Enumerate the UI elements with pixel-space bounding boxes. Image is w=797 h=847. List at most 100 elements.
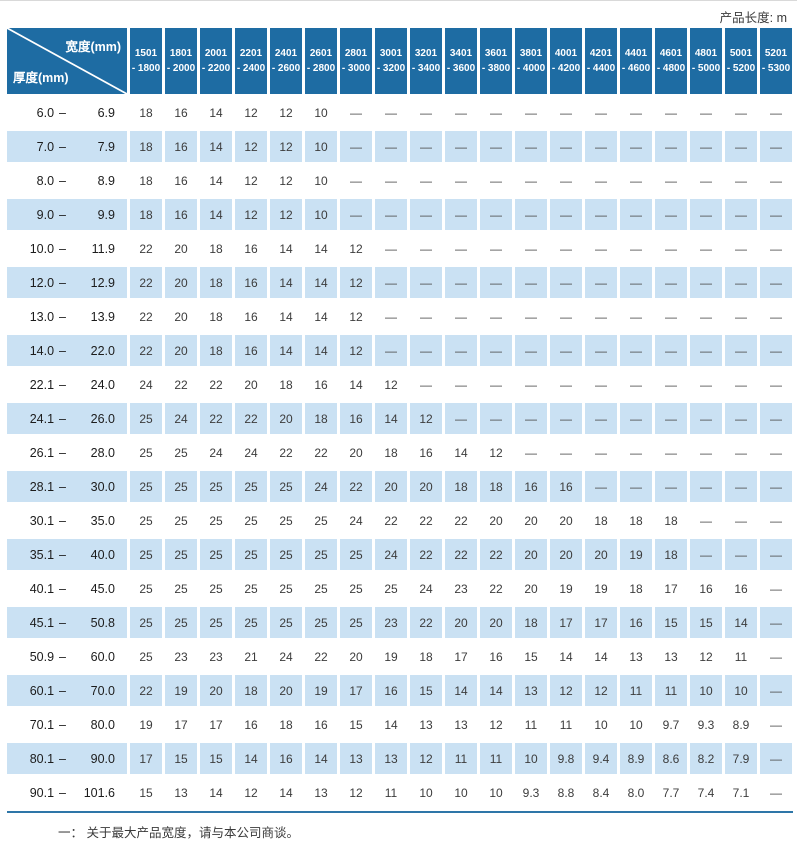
- length-value-cell: 21: [235, 641, 267, 672]
- length-value-cell: 20: [550, 505, 582, 536]
- no-value-cell: —: [515, 131, 547, 162]
- thickness-range-label: 13.0–13.9: [7, 301, 127, 332]
- length-value-cell: 22: [410, 607, 442, 638]
- no-value-cell: —: [515, 267, 547, 298]
- table-row: 45.1–50.8 25 25 25 25 25 25 25 23 22 20 20 18 17 17 16 1…: [7, 607, 792, 638]
- length-value-cell: 10: [410, 777, 442, 808]
- no-value-cell: —: [550, 233, 582, 264]
- length-value-cell: 12: [235, 165, 267, 196]
- length-value-cell: 20: [270, 675, 302, 706]
- length-value-cell: 20: [165, 267, 197, 298]
- width-range-header: 3001- 3200: [375, 28, 407, 94]
- length-value-cell: 25: [235, 539, 267, 570]
- table-row: 35.1–40.0 25 25 25 25 25 25 25 24 22 22 22 20 20 20 19 1…: [7, 539, 792, 570]
- no-value-cell: —: [480, 97, 512, 128]
- no-value-cell: —: [655, 165, 687, 196]
- length-value-cell: 10: [305, 97, 337, 128]
- length-value-cell: 12: [410, 403, 442, 434]
- thickness-range-label: 24.1–26.0: [7, 403, 127, 434]
- no-value-cell: —: [690, 199, 722, 230]
- no-value-cell: —: [760, 539, 792, 570]
- no-value-cell: —: [410, 97, 442, 128]
- length-value-cell: 18: [655, 539, 687, 570]
- no-value-cell: —: [375, 199, 407, 230]
- length-value-cell: 15: [690, 607, 722, 638]
- no-value-cell: —: [445, 131, 477, 162]
- length-value-cell: 25: [130, 607, 162, 638]
- no-value-cell: —: [585, 165, 617, 196]
- thickness-range-label: 7.0–7.9: [7, 131, 127, 162]
- no-value-cell: —: [445, 403, 477, 434]
- no-value-cell: —: [690, 335, 722, 366]
- length-value-cell: 12: [270, 199, 302, 230]
- no-value-cell: —: [690, 301, 722, 332]
- length-value-cell: 14: [375, 403, 407, 434]
- length-value-cell: 22: [480, 539, 512, 570]
- length-value-cell: 18: [620, 573, 652, 604]
- length-value-cell: 15: [655, 607, 687, 638]
- length-value-cell: 10: [620, 709, 652, 740]
- no-value-cell: —: [375, 267, 407, 298]
- length-value-cell: 18: [130, 199, 162, 230]
- length-value-cell: 18: [270, 369, 302, 400]
- length-value-cell: 20: [375, 471, 407, 502]
- length-value-cell: 24: [200, 437, 232, 468]
- length-value-cell: 24: [305, 471, 337, 502]
- no-value-cell: —: [690, 505, 722, 536]
- length-value-cell: 13: [620, 641, 652, 672]
- width-range-header: 4801- 5000: [690, 28, 722, 94]
- length-value-cell: 25: [130, 505, 162, 536]
- no-value-cell: —: [585, 335, 617, 366]
- no-value-cell: —: [760, 709, 792, 740]
- no-value-cell: —: [655, 131, 687, 162]
- length-value-cell: 25: [270, 607, 302, 638]
- no-value-cell: —: [760, 607, 792, 638]
- length-value-cell: 23: [165, 641, 197, 672]
- length-value-cell: 22: [130, 335, 162, 366]
- no-value-cell: —: [515, 233, 547, 264]
- length-value-cell: 8.4: [585, 777, 617, 808]
- no-value-cell: —: [760, 165, 792, 196]
- length-value-cell: 16: [235, 709, 267, 740]
- no-value-cell: —: [760, 743, 792, 774]
- length-value-cell: 16: [305, 369, 337, 400]
- no-value-cell: —: [760, 675, 792, 706]
- no-value-cell: —: [620, 335, 652, 366]
- no-value-cell: —: [620, 97, 652, 128]
- no-value-cell: —: [585, 131, 617, 162]
- length-value-cell: 25: [130, 539, 162, 570]
- length-value-cell: 25: [200, 573, 232, 604]
- no-value-cell: —: [760, 335, 792, 366]
- length-value-cell: 14: [200, 131, 232, 162]
- no-value-cell: —: [550, 267, 582, 298]
- diagonal-line: [7, 28, 127, 94]
- no-value-cell: —: [445, 165, 477, 196]
- no-value-cell: —: [585, 199, 617, 230]
- length-value-cell: 11: [725, 641, 757, 672]
- length-value-cell: 19: [620, 539, 652, 570]
- table-row: 90.1–101.6 15 13 14 12 14 13 12 11 10 10 10 9.3 8.8 8.…: [7, 777, 792, 808]
- thickness-range-label: 9.0–9.9: [7, 199, 127, 230]
- length-value-cell: 14: [375, 709, 407, 740]
- length-value-cell: 9.8: [550, 743, 582, 774]
- no-value-cell: —: [445, 301, 477, 332]
- length-value-cell: 13: [340, 743, 372, 774]
- no-value-cell: —: [550, 97, 582, 128]
- table-row: 10.0–11.9 22 20 18 16 14 14 12— — — — — — — — — — — —: [7, 233, 792, 264]
- table-body: 6.0–6.9 18 16 14 12 12 10— — — — — — — — — — — — —7.0–7.9 1…: [7, 97, 792, 808]
- length-value-cell: 20: [165, 301, 197, 332]
- length-value-cell: 7.9: [725, 743, 757, 774]
- no-value-cell: —: [655, 301, 687, 332]
- length-value-cell: 18: [375, 437, 407, 468]
- length-value-cell: 17: [585, 607, 617, 638]
- length-value-cell: 16: [235, 233, 267, 264]
- length-value-cell: 12: [270, 97, 302, 128]
- width-range-header: 4001- 4200: [550, 28, 582, 94]
- length-value-cell: 18: [130, 131, 162, 162]
- no-value-cell: —: [690, 369, 722, 400]
- length-value-cell: 18: [200, 301, 232, 332]
- length-value-cell: 8.8: [550, 777, 582, 808]
- no-value-cell: —: [655, 267, 687, 298]
- length-value-cell: 25: [340, 539, 372, 570]
